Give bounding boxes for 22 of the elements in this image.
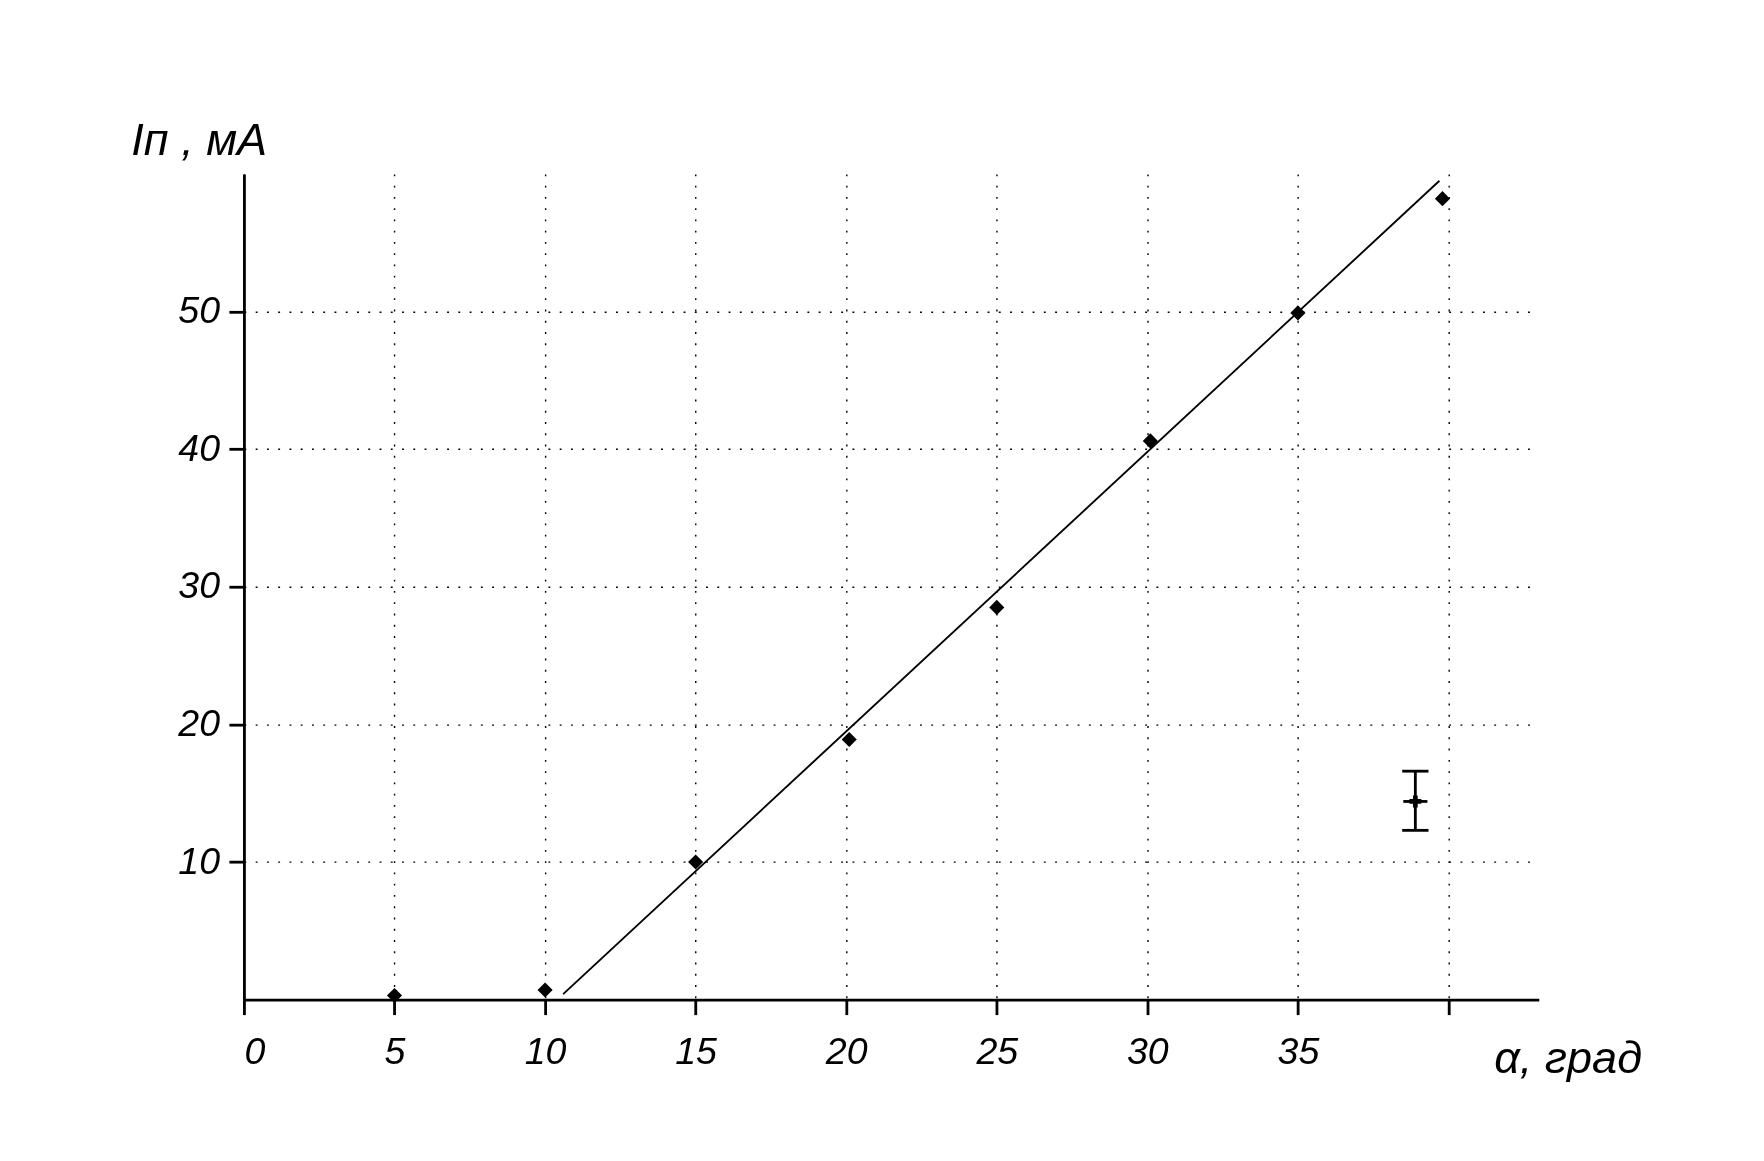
x-tick-label: 10 [524,1029,567,1072]
point [1142,433,1158,449]
y-tick-label: 30 [178,564,221,607]
point [1434,191,1451,207]
point [537,982,553,998]
point [989,599,1005,615]
x-tick-label: 5 [384,1029,406,1072]
x-tick-label: 0 [244,1029,266,1072]
y-axis-title: Iп , мА [131,114,268,166]
y-tick-label: 10 [178,839,221,882]
point [386,987,403,1004]
y-tick-label: 50 [178,289,221,332]
x-tick-label: 20 [824,1029,868,1072]
y-tick-label: 40 [178,426,221,469]
x-tick-label: 15 [675,1029,718,1072]
x-tick-label: 25 [975,1029,1019,1072]
x-tick-label: 30 [1126,1029,1169,1072]
x-tick-label: 35 [1277,1029,1320,1072]
x-axis-title: α, град [1494,1031,1643,1083]
point [841,731,857,748]
point [688,854,704,870]
y-tick-label: 20 [177,702,221,745]
